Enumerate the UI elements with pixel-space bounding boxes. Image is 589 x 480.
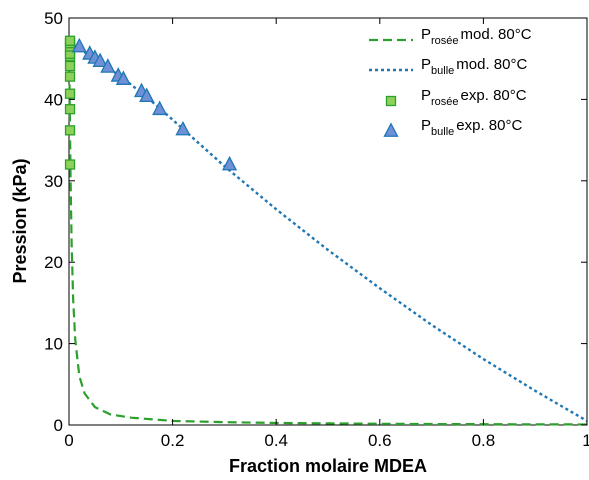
y-tick-label: 30 [44,172,63,191]
bubble-exp-point [152,100,168,116]
x-axis-title: Fraction molaire MDEA [229,456,427,476]
y-tick-label: 40 [44,90,63,109]
x-axis-ticks: 0 0.2 0.4 0.6 0.8 1 [64,18,589,450]
dew-exp-point [64,88,76,99]
legend-label-sub: bulle [431,65,454,77]
y-tick-label: 20 [44,253,63,272]
legend-label: Pbulle mod. 80°C [421,56,527,77]
y-tick-label: 50 [44,9,63,28]
legend-label: Prosée exp. 80°C [421,87,527,108]
legend-label-main: P [421,87,431,104]
plot-area [68,17,588,426]
bubble-exp-point [92,52,108,68]
x-tick-label: 0.2 [161,431,185,450]
legend-label-rest: mod. 80°C [456,56,527,73]
y-axis-title: Pression (kPa) [10,158,30,283]
dew-exp-point [64,35,76,46]
legend-label-main: P [421,26,431,43]
legend-label-main: P [421,117,431,134]
legend-label-rest: exp. 80°C [456,117,522,134]
bubble-exp-point [175,120,191,136]
x-tick-label: 0.8 [472,431,496,450]
legend-label: Pbulle exp. 80°C [421,117,522,138]
x-tick-label: 0.6 [368,431,392,450]
bubble-exp-point [71,37,87,53]
x-tick-label: 1 [582,431,589,450]
legend-label-sub: rosée [431,96,459,108]
legend-label-main: P [421,56,431,73]
legend-label-rest: mod. 80°C [461,26,532,43]
dew-exp-point [64,159,76,170]
legend-label: Prosée mod. 80°C [421,26,532,47]
legend-label-rest: exp. 80°C [461,87,527,104]
legend-swatch-dew-exp [385,95,397,107]
bubble-exp-point [139,87,155,103]
bubble-exp-point [115,70,131,85]
x-tick-label: 0 [64,431,73,450]
legend-label-sub: bulle [431,126,454,138]
dew-exp-point [64,125,76,136]
bubble-exp-point [222,155,238,171]
legend-label-sub: rosée [431,35,459,47]
dew-exp-point [64,60,76,72]
x-tick-label: 0.4 [264,431,288,450]
legend-swatch-bubble-exp [383,122,399,137]
marker-layer [64,35,238,171]
y-axis-ticks: 0 10 20 30 40 50 [44,9,587,435]
dew-exp-point [64,104,76,115]
y-tick-label: 0 [54,416,63,435]
y-tick-label: 10 [44,335,63,354]
dew-exp-point [64,71,76,82]
bubble-exp-point [100,58,116,73]
